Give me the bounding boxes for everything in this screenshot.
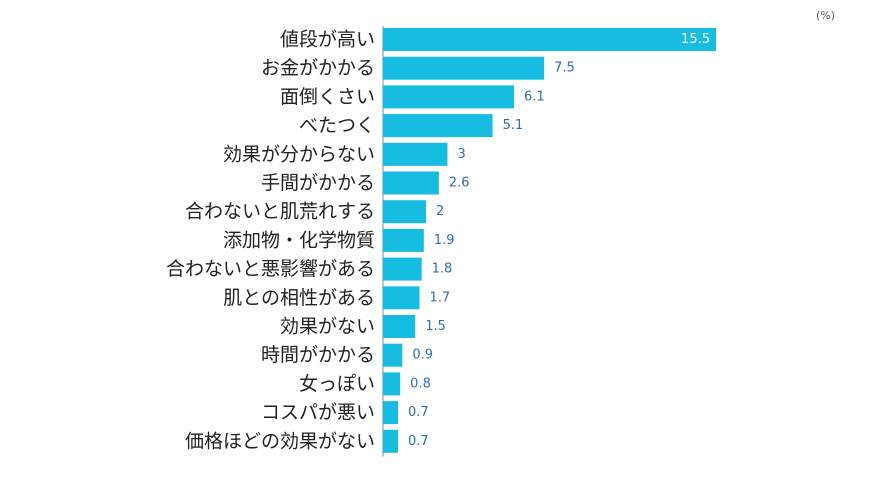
bar (383, 171, 439, 195)
category-label: 面倒くさい (280, 86, 375, 108)
bar (383, 286, 420, 310)
value-label: 0.7 (408, 405, 429, 420)
bar (383, 142, 448, 166)
bar (383, 315, 416, 338)
bar (383, 343, 403, 367)
category-label: べたつく (299, 115, 375, 137)
category-label: 価格ほどの効果がない (185, 430, 375, 452)
value-label: 7.5 (554, 61, 575, 76)
bar (383, 429, 399, 453)
bar (383, 28, 716, 51)
bar (383, 401, 399, 425)
category-label: 値段が高い (280, 29, 375, 51)
bar (383, 228, 424, 252)
bar (383, 200, 426, 224)
value-label: 2 (436, 204, 444, 219)
value-label: 0.7 (408, 434, 429, 449)
value-label: 0.8 (410, 376, 431, 391)
category-label: 効果が分からない (223, 143, 375, 165)
category-label: 手間がかかる (261, 172, 375, 194)
category-label: コスパが悪い (261, 402, 375, 424)
category-label: 女っぽい (299, 373, 375, 395)
category-label: 合わないと肌荒れする (185, 201, 375, 223)
category-label: 時間がかかる (261, 344, 375, 366)
value-label: 1.7 (430, 290, 451, 305)
category-label: お金がかかる (261, 57, 375, 79)
value-label: 0.9 (412, 348, 433, 363)
value-label: 1.5 (425, 319, 446, 334)
bar (383, 372, 401, 396)
bar (383, 257, 422, 281)
value-label: 6.1 (524, 89, 545, 104)
value-label: 1.8 (432, 262, 453, 277)
value-label: 5.1 (503, 118, 524, 133)
value-label: 1.9 (434, 233, 455, 248)
bar (383, 85, 515, 109)
category-label: 添加物・化学物質 (223, 229, 375, 251)
category-label: 肌との相性がある (223, 287, 375, 309)
value-label: 15.5 (681, 32, 710, 47)
value-label: 2.6 (449, 176, 470, 191)
bar (383, 114, 493, 138)
category-label: 合わないと悪影響がある (166, 258, 375, 280)
bar (383, 56, 545, 80)
category-label: 効果がない (280, 316, 375, 338)
value-label: 3 (457, 147, 465, 162)
unit-label: (%) (816, 9, 836, 22)
